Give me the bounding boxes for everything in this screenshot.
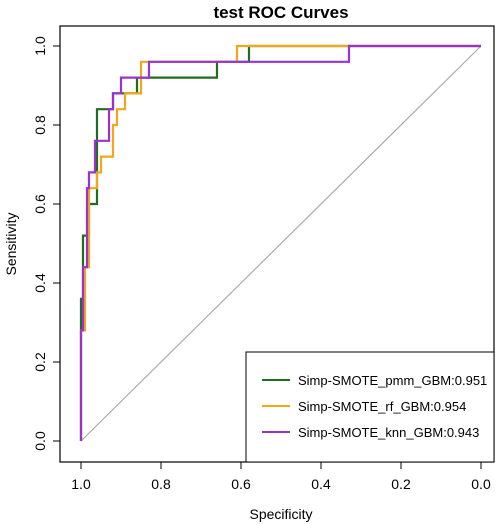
legend-label-series-1: Simp-SMOTE_pmm_GBM:0.951: [298, 373, 487, 388]
y-axis: 0.0 0.2 0.4 0.6 0.8 1.0: [32, 36, 61, 451]
legend-label-series-3: Simp-SMOTE_knn_GBM:0.943: [298, 425, 479, 440]
x-tick-label: 0.0: [471, 476, 491, 492]
x-tick-label: 0.4: [311, 476, 331, 492]
y-tick-label: 0.2: [32, 352, 48, 372]
roc-series-layer: [79, 44, 481, 441]
y-tick-label: 0.0: [32, 431, 48, 451]
x-axis: 1.0 0.8 0.6 0.4 0.2 0.0: [71, 461, 491, 492]
x-tick-label: 0.2: [391, 476, 411, 492]
x-tick-label: 1.0: [71, 476, 91, 492]
roc-line-series-3: [79, 44, 481, 441]
y-tick-label: 1.0: [32, 36, 48, 56]
y-tick-label: 0.4: [32, 273, 48, 293]
chart-title: test ROC Curves: [213, 3, 348, 22]
y-tick-label: 0.8: [32, 115, 48, 135]
legend: Simp-SMOTE_pmm_GBM:0.951 Simp-SMOTE_rf_GB…: [245, 351, 495, 463]
x-tick-label: 0.6: [231, 476, 251, 492]
y-tick-label: 0.6: [32, 194, 48, 214]
reference-diagonal-line: [80, 45, 482, 442]
x-axis-label: Specificity: [249, 506, 312, 522]
y-axis-label: Sensitivity: [3, 212, 19, 275]
x-tick-label: 0.8: [151, 476, 171, 492]
legend-label-series-2: Simp-SMOTE_rf_GBM:0.954: [298, 399, 466, 414]
